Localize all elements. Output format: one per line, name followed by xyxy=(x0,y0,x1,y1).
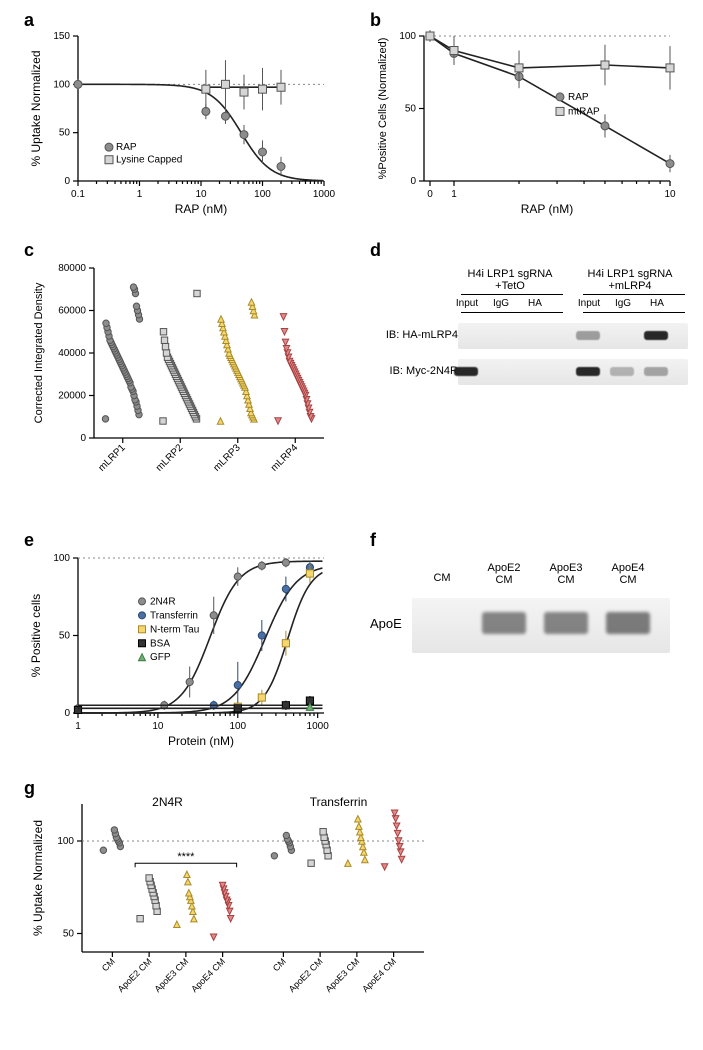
svg-text:1: 1 xyxy=(137,189,143,200)
svg-text:1000: 1000 xyxy=(307,721,330,732)
svg-text:150: 150 xyxy=(53,31,70,42)
svg-text:ApoE2 CM: ApoE2 CM xyxy=(287,956,325,994)
svg-text:10: 10 xyxy=(152,721,164,732)
panel-d-letter: d xyxy=(370,240,381,261)
lane-label: IgG xyxy=(608,298,638,309)
panel-f-blot: CM ApoE2CM ApoE3CM ApoE4CM ApoE xyxy=(370,558,690,688)
svg-text:0: 0 xyxy=(64,708,70,719)
svg-text:2N4R: 2N4R xyxy=(152,795,183,809)
lane-label: ApoE2CM xyxy=(478,562,530,586)
blot-group-label-1: H4i LRP1 sgRNA +TetO xyxy=(465,268,555,292)
svg-text:0: 0 xyxy=(64,176,70,187)
svg-text:20000: 20000 xyxy=(58,391,86,402)
svg-text:50: 50 xyxy=(405,104,417,115)
lane-label: Input xyxy=(574,298,604,309)
svg-text:% Uptake Normalized: % Uptake Normalized xyxy=(31,820,45,936)
panel-b-chart: 0 50 100 0 1 10 RAP mtRAP RAP (nM) %Positive Cell… xyxy=(370,26,690,226)
svg-text:BSA: BSA xyxy=(150,638,170,649)
svg-text:0: 0 xyxy=(80,433,86,444)
svg-text:RAP: RAP xyxy=(568,92,589,103)
lane-label: ApoE3CM xyxy=(540,562,592,586)
svg-text:0.1: 0.1 xyxy=(71,189,85,200)
svg-text:Transferrin: Transferrin xyxy=(150,610,198,621)
svg-text:100: 100 xyxy=(53,79,70,90)
svg-text:2N4R: 2N4R xyxy=(150,596,176,607)
svg-text:mLRP4: mLRP4 xyxy=(269,442,301,474)
svg-text:RAP (nM): RAP (nM) xyxy=(175,202,227,216)
svg-text:Protein (nM): Protein (nM) xyxy=(168,734,234,748)
lane-label: CM xyxy=(416,572,468,584)
svg-text:ApoE3 CM: ApoE3 CM xyxy=(152,956,190,994)
svg-text:40000: 40000 xyxy=(58,348,86,359)
svg-text:50: 50 xyxy=(59,128,71,139)
svg-text:mtRAP: mtRAP xyxy=(568,106,600,117)
svg-text:100: 100 xyxy=(399,31,416,42)
panel-a-chart: 0 50 100 150 0.1 1 10 100 1000 RAP Lysine Capped RA… xyxy=(24,26,344,226)
svg-text:% Uptake Normalized: % Uptake Normalized xyxy=(29,50,43,166)
blot-row-label: IB: Myc-2N4R xyxy=(370,365,458,377)
lane-label: Input xyxy=(452,298,482,309)
svg-text:****: **** xyxy=(177,851,195,863)
svg-text:%Positive Cells (Normalized): %Positive Cells (Normalized) xyxy=(377,38,389,180)
svg-text:10: 10 xyxy=(664,189,676,200)
lane-label: HA xyxy=(642,298,672,309)
svg-text:ApoE4 CM: ApoE4 CM xyxy=(360,956,398,994)
svg-text:% Positive cells: % Positive cells xyxy=(29,594,43,677)
svg-text:100: 100 xyxy=(53,553,70,564)
figure: a 0501001500.11101001000RAPLysine Capped… xyxy=(0,0,703,1050)
panel-c-chart: 0 20000 40000 60000 80000 mLRP1 mLRP2 mLRP3 mLRP… xyxy=(24,258,344,508)
svg-text:Lysine Capped: Lysine Capped xyxy=(116,155,182,166)
svg-text:N-term Tau: N-term Tau xyxy=(150,624,199,635)
svg-text:50: 50 xyxy=(59,631,71,642)
apoe-row-label: ApoE xyxy=(370,616,402,631)
svg-text:Corrected Integrated Density: Corrected Integrated Density xyxy=(33,282,45,423)
blot-group-label-2: H4i LRP1 sgRNA +mLRP4 xyxy=(580,268,680,292)
svg-text:100: 100 xyxy=(229,721,246,732)
svg-text:mLRP2: mLRP2 xyxy=(154,442,186,474)
svg-text:ApoE4 CM: ApoE4 CM xyxy=(189,956,227,994)
lane-label: IgG xyxy=(486,298,516,309)
svg-text:Transferrin: Transferrin xyxy=(310,795,368,809)
svg-text:100: 100 xyxy=(254,189,271,200)
svg-text:ApoE2 CM: ApoE2 CM xyxy=(116,956,154,994)
svg-text:50: 50 xyxy=(63,929,75,940)
svg-text:0: 0 xyxy=(410,176,416,187)
lane-label: HA xyxy=(520,298,550,309)
svg-text:10: 10 xyxy=(195,189,207,200)
svg-text:RAP (nM): RAP (nM) xyxy=(521,202,573,216)
svg-text:CM: CM xyxy=(100,956,117,973)
blot-row-label: IB: HA-mLRP4 xyxy=(370,329,458,341)
panel-d-blot: H4i LRP1 sgRNA +TetO H4i LRP1 sgRNA +mLR… xyxy=(370,268,690,458)
svg-text:60000: 60000 xyxy=(58,306,86,317)
lane-label: ApoE4CM xyxy=(602,562,654,586)
svg-text:1: 1 xyxy=(75,721,81,732)
svg-text:mLRP3: mLRP3 xyxy=(212,442,244,474)
svg-text:80000: 80000 xyxy=(58,263,86,274)
svg-text:0: 0 xyxy=(427,189,433,200)
svg-text:GFP: GFP xyxy=(150,652,171,663)
svg-text:ApoE3 CM: ApoE3 CM xyxy=(323,956,361,994)
svg-text:CM: CM xyxy=(271,956,288,973)
svg-text:1: 1 xyxy=(451,189,457,200)
svg-text:1000: 1000 xyxy=(313,189,336,200)
svg-text:100: 100 xyxy=(57,836,74,847)
panel-f-letter: f xyxy=(370,530,376,551)
panel-g-chart: 501002N4RCMApoE2 CMApoE3 CMApoE4 CM****T… xyxy=(24,792,444,1042)
svg-text:RAP: RAP xyxy=(116,142,137,153)
panel-e-chart: 0 50 100 1 10 100 1000 2N4R Transferrin N-term Ta… xyxy=(24,548,344,758)
svg-text:mLRP1: mLRP1 xyxy=(97,442,129,474)
